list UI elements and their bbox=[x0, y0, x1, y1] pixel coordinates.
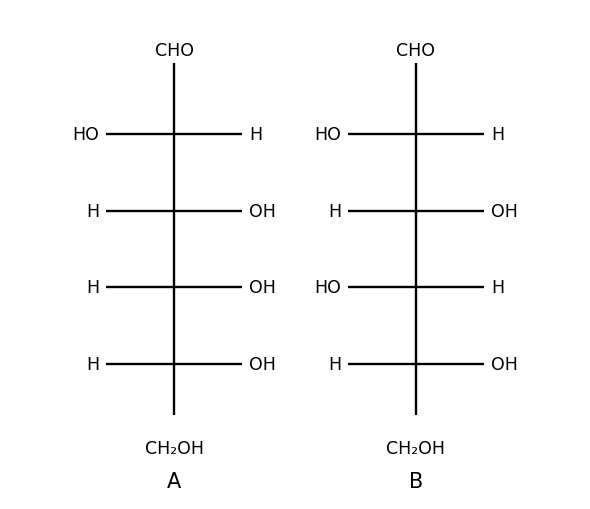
Text: CH₂OH: CH₂OH bbox=[145, 439, 204, 457]
Text: H: H bbox=[86, 355, 99, 373]
Text: H: H bbox=[328, 355, 341, 373]
Text: H: H bbox=[249, 126, 262, 144]
Text: OH: OH bbox=[249, 278, 276, 297]
Text: OH: OH bbox=[491, 355, 518, 373]
Text: H: H bbox=[86, 202, 99, 220]
Text: CHO: CHO bbox=[396, 42, 435, 60]
Text: H: H bbox=[86, 278, 99, 297]
Text: B: B bbox=[409, 471, 423, 491]
Text: OH: OH bbox=[249, 202, 276, 220]
Text: OH: OH bbox=[491, 202, 518, 220]
Text: CHO: CHO bbox=[155, 42, 194, 60]
Text: H: H bbox=[491, 126, 504, 144]
Text: HO: HO bbox=[72, 126, 99, 144]
Text: CH₂OH: CH₂OH bbox=[386, 439, 445, 457]
Text: HO: HO bbox=[314, 278, 341, 297]
Text: H: H bbox=[328, 202, 341, 220]
Text: A: A bbox=[167, 471, 181, 491]
Text: HO: HO bbox=[314, 126, 341, 144]
Text: OH: OH bbox=[249, 355, 276, 373]
Text: H: H bbox=[491, 278, 504, 297]
